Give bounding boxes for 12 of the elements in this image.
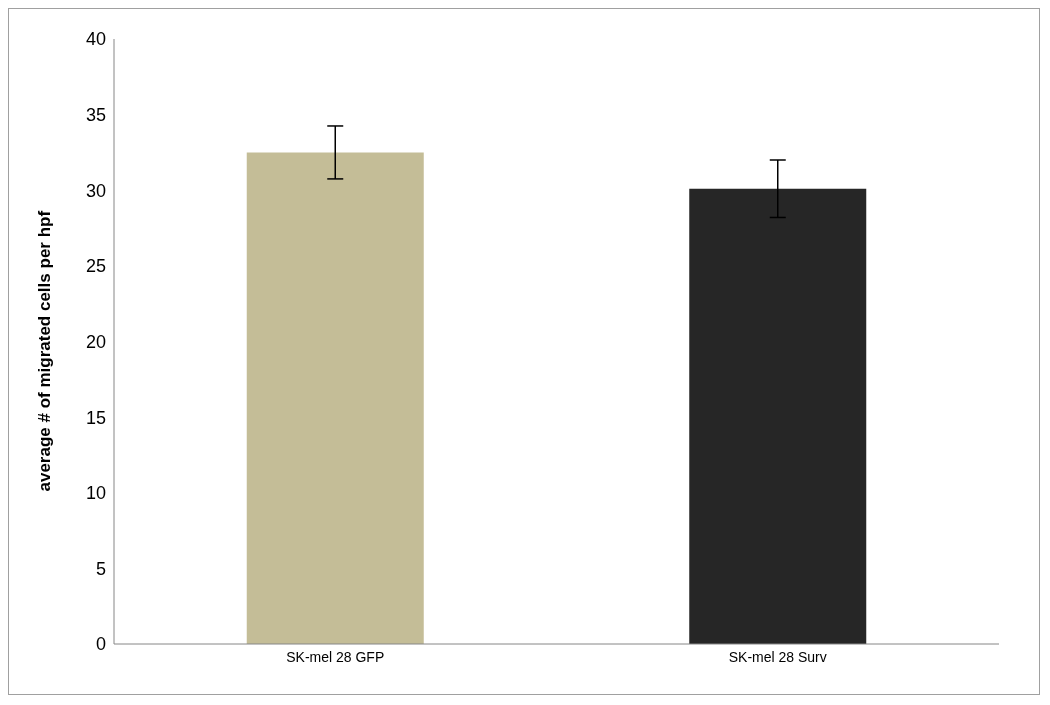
x-tick-label: SK-mel 28 Surv [728,648,827,665]
y-tick-label: 20 [85,331,106,352]
y-axis-title: average # of migrated cells per hpf [35,210,55,492]
y-tick-label: 40 [85,29,106,50]
y-tick-label: 30 [85,180,106,201]
y-tick-label: 10 [85,483,106,504]
y-tick-label: 25 [85,256,106,277]
y-tick-label: 0 [95,634,106,655]
x-tick-label: SK-mel 28 GFP [286,648,385,665]
y-tick-label: 5 [95,558,106,579]
y-tick-label: 15 [85,407,106,428]
y-tick-label: 35 [85,105,106,126]
